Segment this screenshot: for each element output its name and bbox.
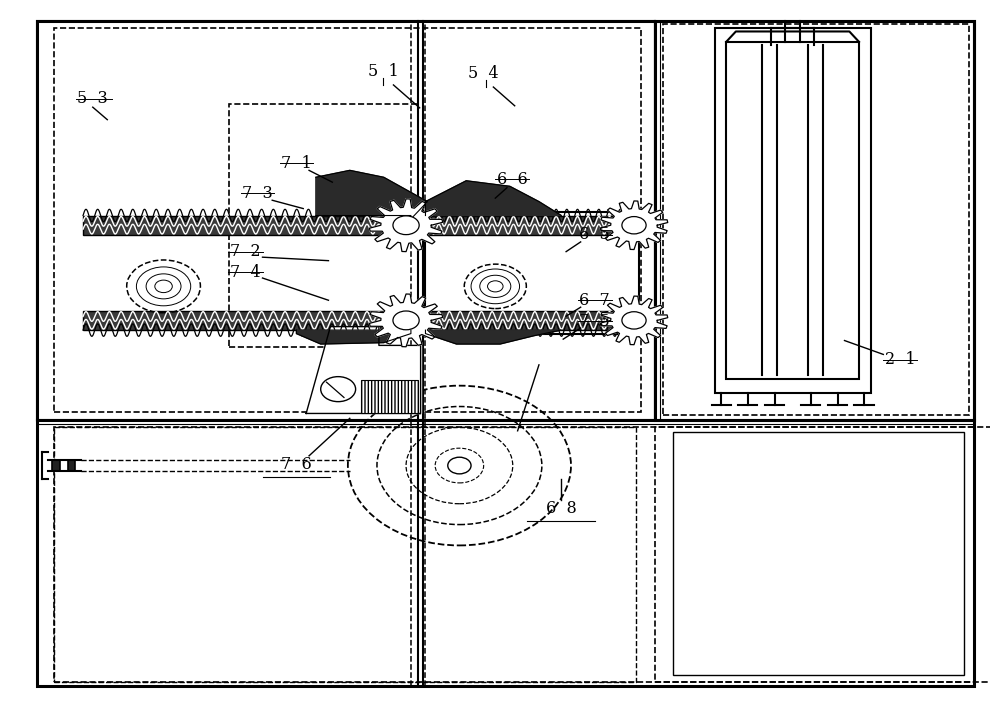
Bar: [54, 427, 1000, 682]
Text: 7  3: 7 3: [242, 185, 273, 202]
Text: 6  7: 6 7: [579, 291, 610, 309]
Bar: [425, 212, 639, 334]
Text: 7  2: 7 2: [230, 243, 260, 260]
Bar: [655, 21, 974, 420]
Bar: [68, 460, 75, 471]
Circle shape: [393, 311, 419, 330]
Bar: [229, 105, 418, 347]
Bar: [37, 21, 655, 420]
Text: 7  4: 7 4: [230, 264, 260, 281]
Polygon shape: [425, 180, 561, 216]
Text: 2  1: 2 1: [885, 352, 916, 369]
Text: 5  4: 5 4: [468, 64, 499, 82]
Text: 7  1: 7 1: [281, 155, 312, 172]
Polygon shape: [306, 326, 421, 413]
Bar: [54, 427, 636, 682]
Bar: [54, 28, 641, 412]
Bar: [663, 24, 969, 415]
Bar: [83, 216, 411, 235]
Bar: [726, 42, 859, 379]
Polygon shape: [600, 201, 668, 250]
Text: 6  6: 6 6: [497, 171, 528, 188]
Circle shape: [393, 216, 419, 235]
Polygon shape: [296, 330, 411, 344]
Circle shape: [448, 458, 471, 474]
Text: 7  6: 7 6: [281, 455, 312, 473]
Text: 5  3: 5 3: [77, 90, 108, 107]
Polygon shape: [425, 330, 561, 344]
Bar: [655, 427, 974, 682]
Bar: [361, 380, 418, 413]
Bar: [673, 432, 964, 675]
Circle shape: [622, 216, 646, 234]
Text: 7  5: 7 5: [579, 313, 610, 329]
Bar: [425, 311, 639, 330]
Bar: [715, 28, 871, 392]
Polygon shape: [600, 296, 668, 344]
Bar: [425, 216, 639, 235]
Bar: [52, 460, 60, 471]
Circle shape: [321, 377, 356, 402]
Polygon shape: [369, 294, 443, 347]
Text: 6  8: 6 8: [546, 500, 577, 517]
Polygon shape: [316, 170, 427, 219]
Text: 6  5: 6 5: [579, 226, 610, 243]
Polygon shape: [369, 199, 443, 251]
Text: 5  1: 5 1: [368, 62, 399, 79]
Bar: [83, 311, 411, 330]
Circle shape: [622, 311, 646, 329]
